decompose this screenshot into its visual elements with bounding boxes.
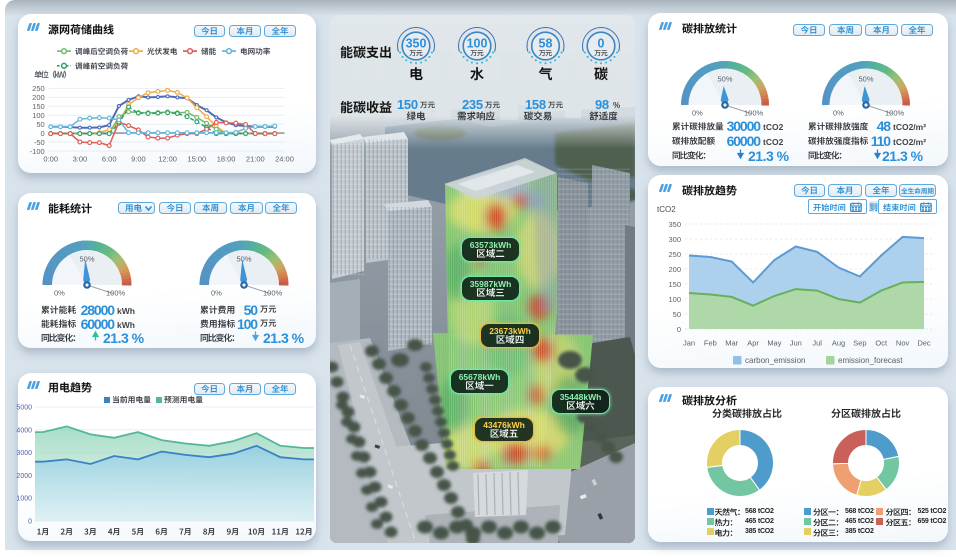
svg-text:0:00: 0:00	[43, 155, 58, 164]
svg-text:tCO2: tCO2	[657, 205, 676, 214]
svg-text:Jul: Jul	[812, 339, 822, 348]
svg-text:100: 100	[32, 111, 45, 120]
svg-text:Dec: Dec	[917, 339, 931, 348]
svg-text:150: 150	[32, 102, 45, 111]
svg-text:50%: 50%	[237, 255, 252, 264]
svg-text:carbon_emission: carbon_emission	[745, 356, 805, 365]
svg-text:250: 250	[32, 84, 45, 93]
svg-text:100%: 100%	[106, 289, 126, 298]
svg-text:3:00: 3:00	[73, 155, 88, 164]
svg-text:100%: 100%	[744, 109, 764, 118]
svg-text:100: 100	[668, 295, 681, 304]
svg-text:0: 0	[28, 519, 32, 526]
svg-text:200: 200	[668, 265, 681, 274]
svg-text:350: 350	[406, 37, 427, 51]
svg-text:May: May	[767, 339, 781, 348]
svg-text:0%: 0%	[54, 289, 65, 298]
svg-text:250: 250	[668, 250, 681, 259]
svg-text:0: 0	[677, 325, 681, 334]
svg-text:0%: 0%	[833, 109, 844, 118]
svg-text:-100: -100	[30, 147, 45, 156]
svg-text:1000: 1000	[16, 496, 32, 503]
svg-text:2000: 2000	[16, 473, 32, 480]
svg-text:100%: 100%	[885, 109, 905, 118]
svg-text:50: 50	[673, 310, 681, 319]
svg-text:9:00: 9:00	[131, 155, 146, 164]
svg-text:Mar: Mar	[725, 339, 738, 348]
svg-text:0%: 0%	[692, 109, 703, 118]
svg-text:350: 350	[668, 220, 681, 229]
svg-text:100: 100	[467, 37, 488, 51]
svg-text:21:00: 21:00	[246, 155, 265, 164]
svg-text:50%: 50%	[859, 75, 874, 84]
svg-text:Apr: Apr	[747, 339, 759, 348]
svg-text:12:00: 12:00	[158, 155, 177, 164]
svg-text:Sep: Sep	[853, 339, 866, 348]
svg-text:0: 0	[598, 37, 605, 51]
svg-text:-50: -50	[34, 138, 45, 147]
svg-text:5000: 5000	[16, 405, 32, 412]
svg-text:300: 300	[668, 235, 681, 244]
svg-text:200: 200	[32, 93, 45, 102]
svg-text:24:00: 24:00	[275, 155, 294, 164]
svg-text:50%: 50%	[718, 75, 733, 84]
svg-text:Jun: Jun	[790, 339, 802, 348]
svg-text:emission_forecast: emission_forecast	[838, 356, 903, 365]
svg-text:Aug: Aug	[832, 339, 845, 348]
svg-text:150: 150	[668, 280, 681, 289]
svg-text:Nov: Nov	[896, 339, 910, 348]
svg-text:6:00: 6:00	[102, 155, 117, 164]
svg-text:4000: 4000	[16, 427, 32, 434]
svg-text:Feb: Feb	[704, 339, 717, 348]
svg-text:Jan: Jan	[683, 339, 695, 348]
svg-text:18:00: 18:00	[217, 155, 236, 164]
svg-text:100%: 100%	[263, 289, 283, 298]
svg-text:0: 0	[41, 129, 45, 138]
svg-text:15:00: 15:00	[187, 155, 206, 164]
svg-text:50%: 50%	[80, 255, 95, 264]
svg-text:3000: 3000	[16, 450, 32, 457]
svg-text:58: 58	[539, 37, 553, 51]
svg-text:Oct: Oct	[875, 339, 888, 348]
svg-text:50: 50	[36, 120, 44, 129]
svg-text:0%: 0%	[211, 289, 222, 298]
